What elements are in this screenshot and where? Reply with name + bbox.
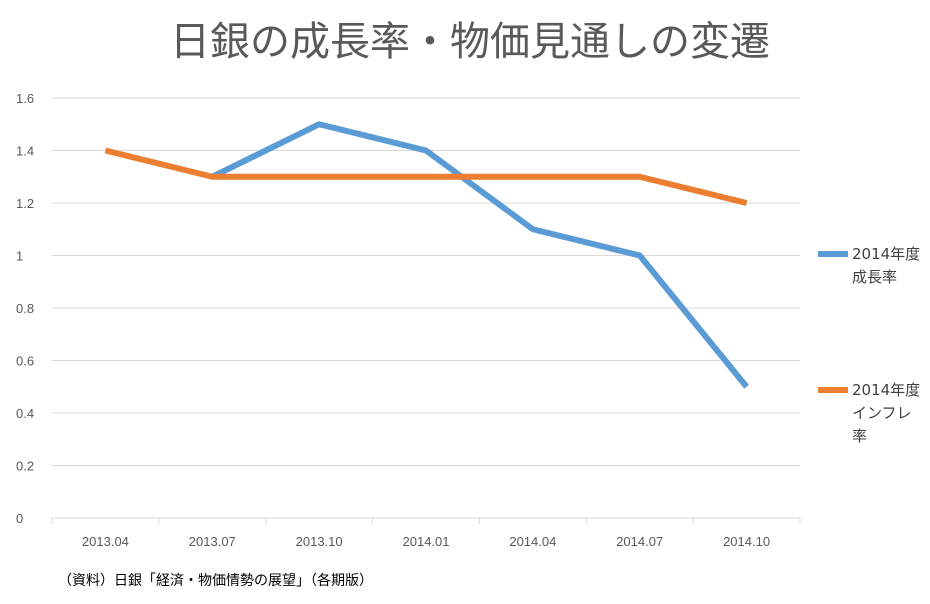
x-tick-label: 2013.10 [296,534,343,549]
legend-label: 率 [852,427,867,445]
y-tick-label: 1.6 [16,91,34,106]
y-tick-label: 0.4 [16,406,34,421]
y-tick-label: 0.6 [16,354,34,369]
series-layer [104,121,749,389]
source-note: （資料）日銀「経済・物価情勢の展望」（各期版） [58,573,373,589]
x-tick-label: 2014.10 [723,534,770,549]
y-tick-label: 0.2 [16,459,34,474]
chart-title: 日銀の成長率・物価見通しの変遷 [170,19,770,65]
legend-label: 2014年度 [852,381,920,399]
legend-label: インフレ [852,404,912,422]
x-tick-label: 2013.07 [189,534,236,549]
legend-label: 2014年度 [852,245,920,263]
y-tick-label: 1 [16,249,23,264]
x-tick-label: 2013.04 [82,534,129,549]
y-tick-label: 0 [16,511,23,526]
y-tick-label: 1.2 [16,196,34,211]
x-tick-label: 2014.07 [616,534,663,549]
grid-layer [51,97,801,524]
legend-label: 成長率 [852,268,897,286]
series-line-inflation [104,147,748,206]
y-tick-label: 1.4 [16,144,34,159]
tick-layer: 0 0.2 0.4 0.6 0.8 1 1.2 1.4 1.6 2013.04 2013.07 201… [16,91,770,549]
x-tick-label: 2014.04 [509,534,556,549]
y-tick-label: 0.8 [16,301,34,316]
series-line-growth [210,121,749,389]
x-tick-label: 2014.01 [403,534,450,549]
